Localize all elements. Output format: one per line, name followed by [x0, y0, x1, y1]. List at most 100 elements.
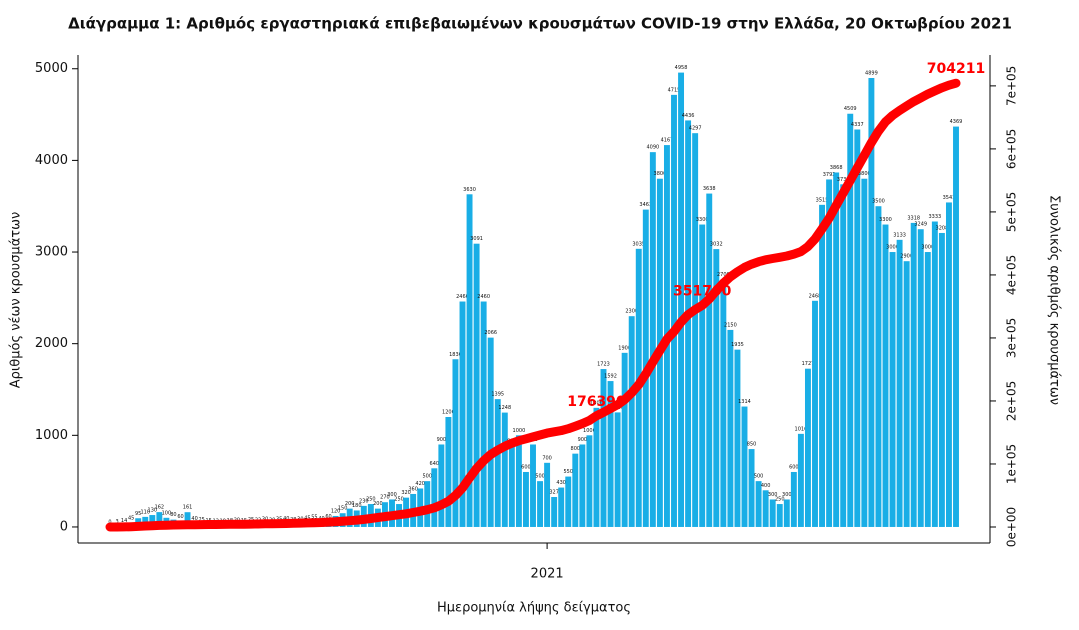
bar	[953, 126, 959, 527]
bar-value-label: 500	[535, 474, 545, 480]
bar-value-label: 3000	[921, 245, 934, 251]
bar	[678, 72, 685, 527]
y2-tick-label: 4e+05	[1005, 255, 1019, 295]
bar-value-label: 1592	[604, 374, 617, 380]
bar	[783, 499, 790, 527]
bar-value-label: 700	[542, 455, 552, 461]
bar-value-label: 3630	[463, 187, 476, 193]
bar	[854, 129, 861, 527]
bar	[452, 359, 459, 527]
bar-value-label: 180	[352, 503, 362, 509]
bar-value-label: 200	[373, 501, 383, 507]
bar	[762, 490, 769, 527]
bar	[931, 221, 938, 527]
bar-value-label: 4509	[844, 106, 857, 112]
bar-value-label: 300	[782, 492, 792, 498]
bar-value-label: 3541	[943, 195, 956, 201]
bar-value-label: 3333	[928, 214, 941, 220]
bar	[184, 512, 191, 527]
bar	[494, 399, 501, 527]
bar-value-label: 1200	[442, 409, 455, 415]
bar-value-label: 45	[128, 515, 134, 521]
bar-value-label: 162	[155, 505, 165, 511]
bar-value-label: 900	[578, 437, 588, 443]
bar	[445, 416, 452, 527]
bar-value-label: 161	[183, 505, 193, 511]
y2-tick-label: 2e+05	[1005, 381, 1019, 421]
y2-tick-label: 1e+05	[1005, 444, 1019, 484]
bar-value-label: 55	[311, 514, 317, 520]
bar-value-label: 300	[768, 492, 778, 498]
bar-value-label: 14	[121, 518, 127, 524]
line-value-label: 176390	[567, 394, 626, 410]
bar-value-label: 150	[338, 506, 348, 512]
bar-value-label: 2150	[724, 322, 737, 328]
bar	[508, 445, 515, 527]
bar-value-label: 3249	[914, 222, 927, 228]
bar	[466, 194, 473, 527]
bar	[530, 444, 536, 527]
bar	[776, 504, 783, 527]
bar	[621, 352, 628, 527]
bar	[671, 94, 677, 527]
bar-value-label: 2468	[809, 293, 822, 299]
bar-value-label: 3300	[879, 217, 892, 223]
bar-value-label: 60	[325, 514, 331, 520]
bar-value-label: 4297	[689, 126, 702, 132]
bar-value-label: 1300	[590, 400, 603, 406]
bar-value-label: 850	[747, 442, 757, 448]
bar-value-label: 500	[422, 474, 432, 480]
bar-value-label: 45	[304, 515, 310, 521]
bar-value-label: 270	[380, 495, 390, 501]
y2-tick-label: 3e+05	[1005, 318, 1019, 358]
bar	[812, 300, 818, 527]
bar-value-label: 1016	[795, 426, 808, 432]
bar	[889, 252, 896, 527]
bar-value-label: 320	[401, 490, 411, 496]
y2-tick-label: 5e+05	[1005, 192, 1019, 232]
bar-value-label: 0	[108, 519, 111, 525]
bar-value-label: 4090	[646, 145, 659, 151]
line-value-label: 351700	[673, 283, 732, 299]
bar-value-label: 2460	[477, 294, 490, 300]
x-axis-label: Ημερομηνία λήψης δείγματος	[437, 601, 631, 616]
y-tick-label: 3000	[35, 245, 68, 260]
bar-value-label: 500	[754, 474, 764, 480]
bar	[586, 435, 593, 527]
bar	[868, 78, 875, 527]
bar	[424, 481, 431, 527]
bar-value-label: 4436	[682, 113, 695, 119]
bar-value-label: 200	[345, 501, 355, 507]
bar	[826, 179, 833, 527]
bar-value-label: 4715	[668, 87, 681, 93]
bar	[861, 178, 868, 527]
y2-tick-label: 6e+05	[1005, 129, 1019, 169]
bar	[156, 512, 163, 527]
bar-value-label: 3739	[837, 177, 850, 183]
bar-value-label: 3208	[936, 225, 949, 231]
bar-value-label: 600	[789, 464, 799, 470]
bar-value-label: 4167	[661, 138, 674, 144]
bar-value-label: 3800	[654, 171, 667, 177]
bar	[945, 202, 952, 527]
bar-value-label: 3638	[703, 186, 716, 192]
x-tick-label: 2021	[531, 567, 564, 582]
bar-value-label: 430	[556, 480, 566, 486]
bar-value-label: 230	[359, 498, 369, 504]
bar	[607, 381, 614, 527]
bar-value-label: 3515	[816, 197, 829, 203]
bar	[438, 444, 445, 527]
bar-value-label: 2300	[625, 309, 638, 315]
bar-value-label: 640	[430, 461, 440, 467]
bar-value-label: 80	[170, 512, 176, 518]
chart-title: Διάγραμμα 1: Αριθμός εργαστηριακά επιβεβ…	[68, 15, 1012, 33]
y-axis-label: Αριθμός νέων κρουσμάτων	[9, 212, 24, 389]
bar	[649, 152, 656, 527]
bar-value-label: 120	[331, 508, 341, 514]
bar-value-label: 1248	[498, 405, 511, 411]
bar	[755, 481, 762, 527]
bar-value-label: 2460	[456, 294, 469, 300]
y-tick-label: 0	[60, 519, 68, 534]
bar-value-label: 900	[437, 437, 447, 443]
bar	[833, 172, 840, 527]
